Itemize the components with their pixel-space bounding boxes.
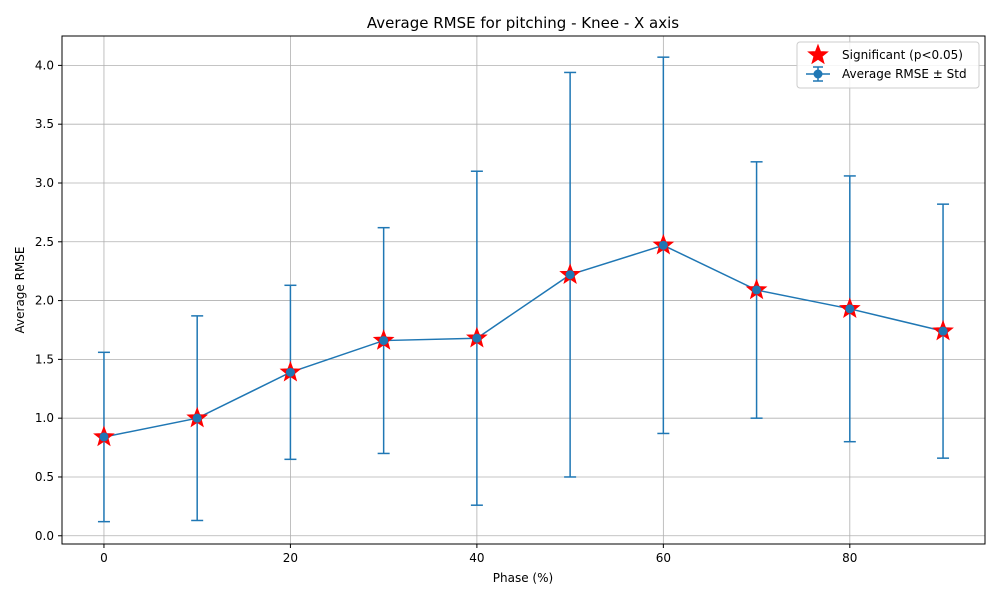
data-point-center xyxy=(285,367,295,377)
data-point-center xyxy=(472,333,482,343)
y-tick-label: 0.5 xyxy=(35,470,54,484)
legend-point-marker xyxy=(813,69,823,79)
x-tick-label: 20 xyxy=(283,551,298,565)
y-axis: 0.0 0.5 1.0 1.5 2.0 2.5 3.0 3.5 4.0 xyxy=(35,58,62,543)
y-tick-label: 2.0 xyxy=(35,294,54,308)
error-bars xyxy=(97,56,950,523)
data-point-center xyxy=(379,336,389,346)
y-tick-label: 1.5 xyxy=(35,352,54,366)
series-line-group xyxy=(103,244,944,438)
plot-frame xyxy=(61,35,986,545)
x-axis-label: Phase (%) xyxy=(493,571,553,585)
data-point-center xyxy=(845,304,855,314)
x-tick-label: 0 xyxy=(100,551,108,565)
y-tick-label: 4.0 xyxy=(35,58,54,72)
y-tick-label: 3.0 xyxy=(35,176,54,190)
x-tick-label: 40 xyxy=(469,551,484,565)
data-point-center xyxy=(99,432,109,442)
legend-label-significant: Significant (p<0.05) xyxy=(842,48,963,62)
data-point-center xyxy=(752,285,762,295)
y-tick-label: 3.5 xyxy=(35,117,54,131)
legend-label-average: Average RMSE ± Std xyxy=(842,67,967,81)
legend: Significant (p<0.05) Average RMSE ± Std xyxy=(796,41,980,89)
data-point-center xyxy=(658,240,668,250)
y-tick-label: 1.0 xyxy=(35,411,54,425)
y-tick-label: 0.0 xyxy=(35,529,54,543)
data-point-center xyxy=(192,413,202,423)
markers xyxy=(93,233,954,447)
x-axis: 0 20 40 60 80 xyxy=(100,544,857,565)
y-tick-label: 2.5 xyxy=(35,235,54,249)
chart-title: Average RMSE for pitching - Knee - X axi… xyxy=(367,14,679,32)
y-axis-label: Average RMSE xyxy=(13,247,27,334)
series-line xyxy=(103,244,944,438)
legend-box xyxy=(796,41,980,89)
data-point-center xyxy=(938,326,948,336)
legend-star-marker xyxy=(807,43,829,65)
x-tick-label: 60 xyxy=(656,551,671,565)
data-point-center xyxy=(565,270,575,280)
grid xyxy=(62,36,985,544)
x-tick-label: 80 xyxy=(842,551,857,565)
